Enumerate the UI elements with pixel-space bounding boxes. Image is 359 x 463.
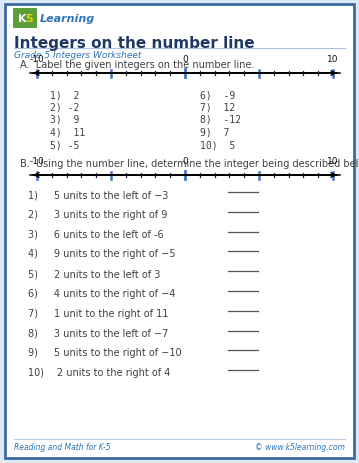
- Text: 2) -2: 2) -2: [50, 102, 79, 112]
- FancyBboxPatch shape: [13, 9, 37, 29]
- Text: K: K: [18, 14, 27, 24]
- Text: 8)   3 units to the left of −7: 8) 3 units to the left of −7: [28, 328, 168, 338]
- Text: 10: 10: [327, 156, 339, 166]
- Text: 6)  -9: 6) -9: [200, 90, 235, 100]
- Text: 7)  12: 7) 12: [200, 102, 235, 112]
- Text: 4)   9 units to the right of −5: 4) 9 units to the right of −5: [28, 249, 176, 259]
- Text: 1)  2: 1) 2: [50, 90, 79, 100]
- Text: 8)  -12: 8) -12: [200, 115, 241, 125]
- Text: -10: -10: [30, 55, 45, 64]
- Text: -10: -10: [30, 156, 45, 166]
- Text: 5: 5: [25, 14, 33, 24]
- Text: Integers on the number line: Integers on the number line: [14, 36, 255, 51]
- FancyBboxPatch shape: [5, 5, 354, 458]
- Text: 0: 0: [182, 156, 188, 166]
- Text: © www.k5learning.com: © www.k5learning.com: [255, 442, 345, 451]
- Text: 9)   5 units to the right of −10: 9) 5 units to the right of −10: [28, 348, 182, 357]
- Text: Learning: Learning: [40, 14, 95, 24]
- Text: 2)   3 units to the right of 9: 2) 3 units to the right of 9: [28, 209, 167, 219]
- Text: Reading and Math for K-5: Reading and Math for K-5: [14, 442, 111, 451]
- Text: 4)  11: 4) 11: [50, 127, 85, 137]
- Text: 10: 10: [327, 55, 339, 64]
- Text: 10)  5: 10) 5: [200, 140, 235, 150]
- Text: 3)   6 units to the left of -6: 3) 6 units to the left of -6: [28, 229, 164, 239]
- Text: 7)   1 unit to the right of 11: 7) 1 unit to the right of 11: [28, 308, 168, 318]
- Text: 10)  2 units to the right of 4: 10) 2 units to the right of 4: [28, 368, 171, 377]
- Text: Grade 5 Integers Worksheet: Grade 5 Integers Worksheet: [14, 51, 141, 60]
- Text: 1)   5 units to the left of −3: 1) 5 units to the left of −3: [28, 189, 168, 200]
- Text: B.  Using the number line, determine the integer being described below.: B. Using the number line, determine the …: [20, 159, 359, 169]
- Text: 6)   4 units to the right of −4: 6) 4 units to the right of −4: [28, 288, 176, 298]
- Text: A.  Label the given integers on the number line.: A. Label the given integers on the numbe…: [20, 60, 255, 70]
- Text: 5) -5: 5) -5: [50, 140, 79, 150]
- Text: 0: 0: [182, 55, 188, 64]
- Text: 5)   2 units to the left of 3: 5) 2 units to the left of 3: [28, 269, 160, 279]
- Text: 3)  9: 3) 9: [50, 115, 79, 125]
- Text: 9)  7: 9) 7: [200, 127, 229, 137]
